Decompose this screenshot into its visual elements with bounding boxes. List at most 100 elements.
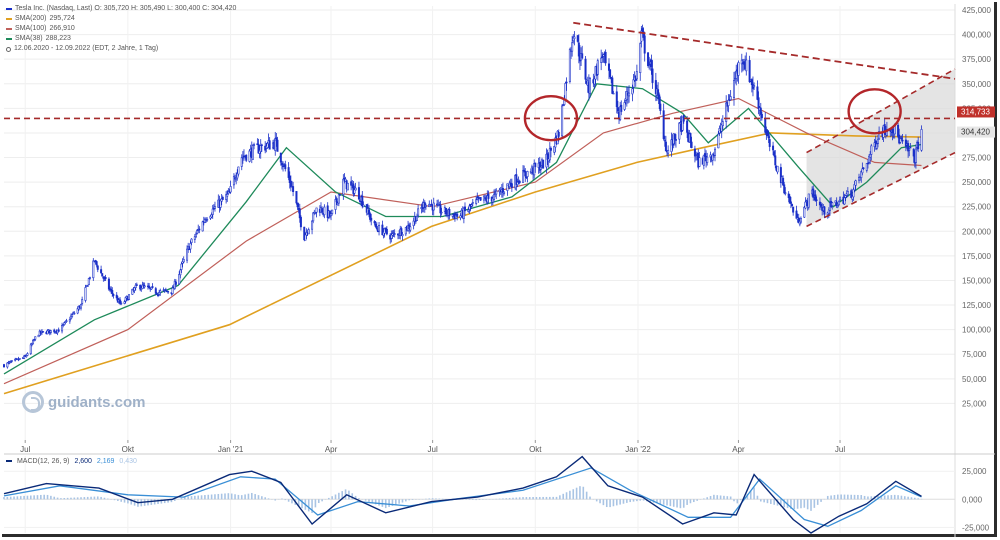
candle-body [909,147,912,149]
candle-body [314,212,317,214]
macd-histogram-bar [9,496,12,500]
candle-body [49,330,52,333]
candle-body [124,297,127,302]
candle-body [94,260,97,262]
macd-histogram-bar [284,499,287,501]
candle-body [515,174,518,185]
macd-histogram-bar [167,499,169,503]
candle-body [468,205,471,210]
macd-histogram-bar [267,498,270,500]
macd-histogram-bar [572,489,575,500]
macd-histogram-bar [93,496,96,500]
candle-body [757,97,760,109]
macd-histogram-bar [562,493,565,500]
macd-histogram-bar [50,495,52,500]
macd-histogram-bar [160,499,163,504]
macd-histogram-bar [602,499,605,506]
candle-body [908,148,911,151]
candle-body [576,35,579,42]
candle-body [561,105,564,137]
candle-body [412,220,415,226]
price-tick-label: 200,000 [962,227,991,236]
candle-body [766,130,769,136]
candle-body [361,195,364,207]
candle-body [659,103,662,111]
candle-body [164,289,167,291]
candle-body [315,207,318,213]
macd-histogram-bar [679,499,682,509]
candle-body [194,233,197,238]
macd-histogram-bar [19,496,22,500]
legend-sma100[interactable]: SMA(100) 266,910 [6,24,236,34]
macd-histogram-bar [857,494,859,500]
macd-histogram-bar [281,498,283,500]
candle-body [284,164,287,170]
macd-histogram-bar [214,494,216,500]
candle-body [401,234,404,237]
candle-body [823,206,826,215]
candle-body [10,360,13,362]
macd-histogram-bar [766,499,769,504]
legend-sma200[interactable]: SMA(200) 295,724 [6,14,236,24]
candle-body [34,336,37,340]
macd-histogram-bar [552,496,554,500]
candle-body [342,178,345,195]
macd-histogram-bar [264,497,266,500]
macd-tick-label: 25,000 [962,467,987,476]
price-tick-label: 100,000 [962,326,991,335]
candle-body [367,209,370,215]
candle-body [178,274,181,285]
macd-histogram-bar [599,499,601,504]
candle-body [854,180,857,186]
candle-body [799,218,802,223]
macd-histogram-bar [331,496,333,500]
macd-histogram-bar [227,493,230,500]
macd-histogram-bar [107,498,109,500]
candle-body [475,199,478,204]
candle-body [470,204,473,207]
candle-body [899,138,902,143]
legend-sma38[interactable]: SMA(38) 288,223 [6,34,236,44]
macd-histogram-bar [847,494,849,500]
candle-body [155,293,158,295]
macd-histogram-bar [204,495,206,500]
sma200-line [3,132,922,395]
candle-body [378,224,381,232]
candle-body [717,133,720,149]
macd-histogram-bar [36,495,39,500]
candle-body [448,208,451,217]
macd-histogram-bar [649,499,652,502]
price-tick-label: 175,000 [962,252,991,261]
candle-body [689,133,692,143]
macd-histogram-bar [790,499,792,509]
candle-body [374,223,377,227]
candle-body [409,226,412,231]
macd-histogram-bar [880,495,883,500]
candle-body [415,216,418,221]
candle-body [440,211,443,214]
candle-body [487,193,490,199]
candle-body [190,238,193,243]
macd-histogram-bar [13,496,15,500]
candle-body [727,99,730,107]
candle-body [837,200,840,206]
candle-body [42,331,45,333]
x-tick-label: Jul [20,445,30,454]
candle-body [516,181,519,186]
macd-histogram-bar [317,499,320,504]
candle-body [760,113,763,119]
price-tick-label: 350,000 [962,80,991,89]
macd-histogram-bar [73,497,76,500]
macd-histogram-bar [686,499,688,505]
price-tick-label: 150,000 [962,276,991,285]
macd-histogram-bar [749,490,752,500]
candle-body [338,194,341,196]
macd-histogram-bar [538,496,541,500]
macd-histogram-bar [234,494,236,500]
candle-body [767,136,770,139]
candle-body [248,150,251,162]
candle-body [456,213,459,217]
candle-body [63,322,66,325]
candle-body [783,184,786,194]
x-tick-label: Apr [325,445,338,454]
